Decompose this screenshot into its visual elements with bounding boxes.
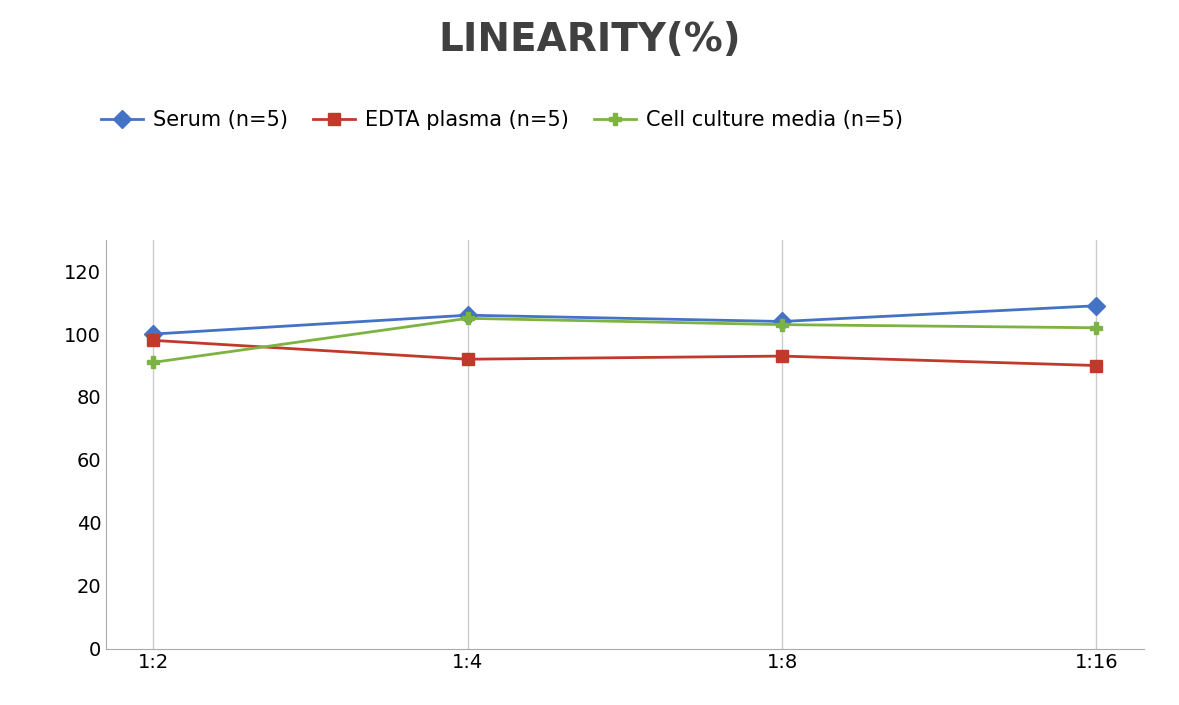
Legend: Serum (n=5), EDTA plasma (n=5), Cell culture media (n=5): Serum (n=5), EDTA plasma (n=5), Cell cul…: [93, 102, 911, 139]
EDTA plasma (n=5): [1089, 361, 1104, 369]
Serum (n=5): [146, 330, 160, 338]
Cell culture media (n=5): [146, 358, 160, 367]
Cell culture media (n=5): [1089, 324, 1104, 332]
Serum (n=5): [1089, 302, 1104, 310]
Line: EDTA plasma (n=5): EDTA plasma (n=5): [147, 334, 1102, 372]
Cell culture media (n=5): [461, 314, 475, 323]
Serum (n=5): [461, 311, 475, 319]
EDTA plasma (n=5): [775, 352, 789, 360]
Text: LINEARITY(%): LINEARITY(%): [439, 21, 740, 59]
Line: Serum (n=5): Serum (n=5): [147, 300, 1102, 341]
Serum (n=5): [775, 317, 789, 326]
EDTA plasma (n=5): [461, 355, 475, 364]
EDTA plasma (n=5): [146, 336, 160, 345]
Cell culture media (n=5): [775, 320, 789, 329]
Line: Cell culture media (n=5): Cell culture media (n=5): [147, 312, 1102, 369]
